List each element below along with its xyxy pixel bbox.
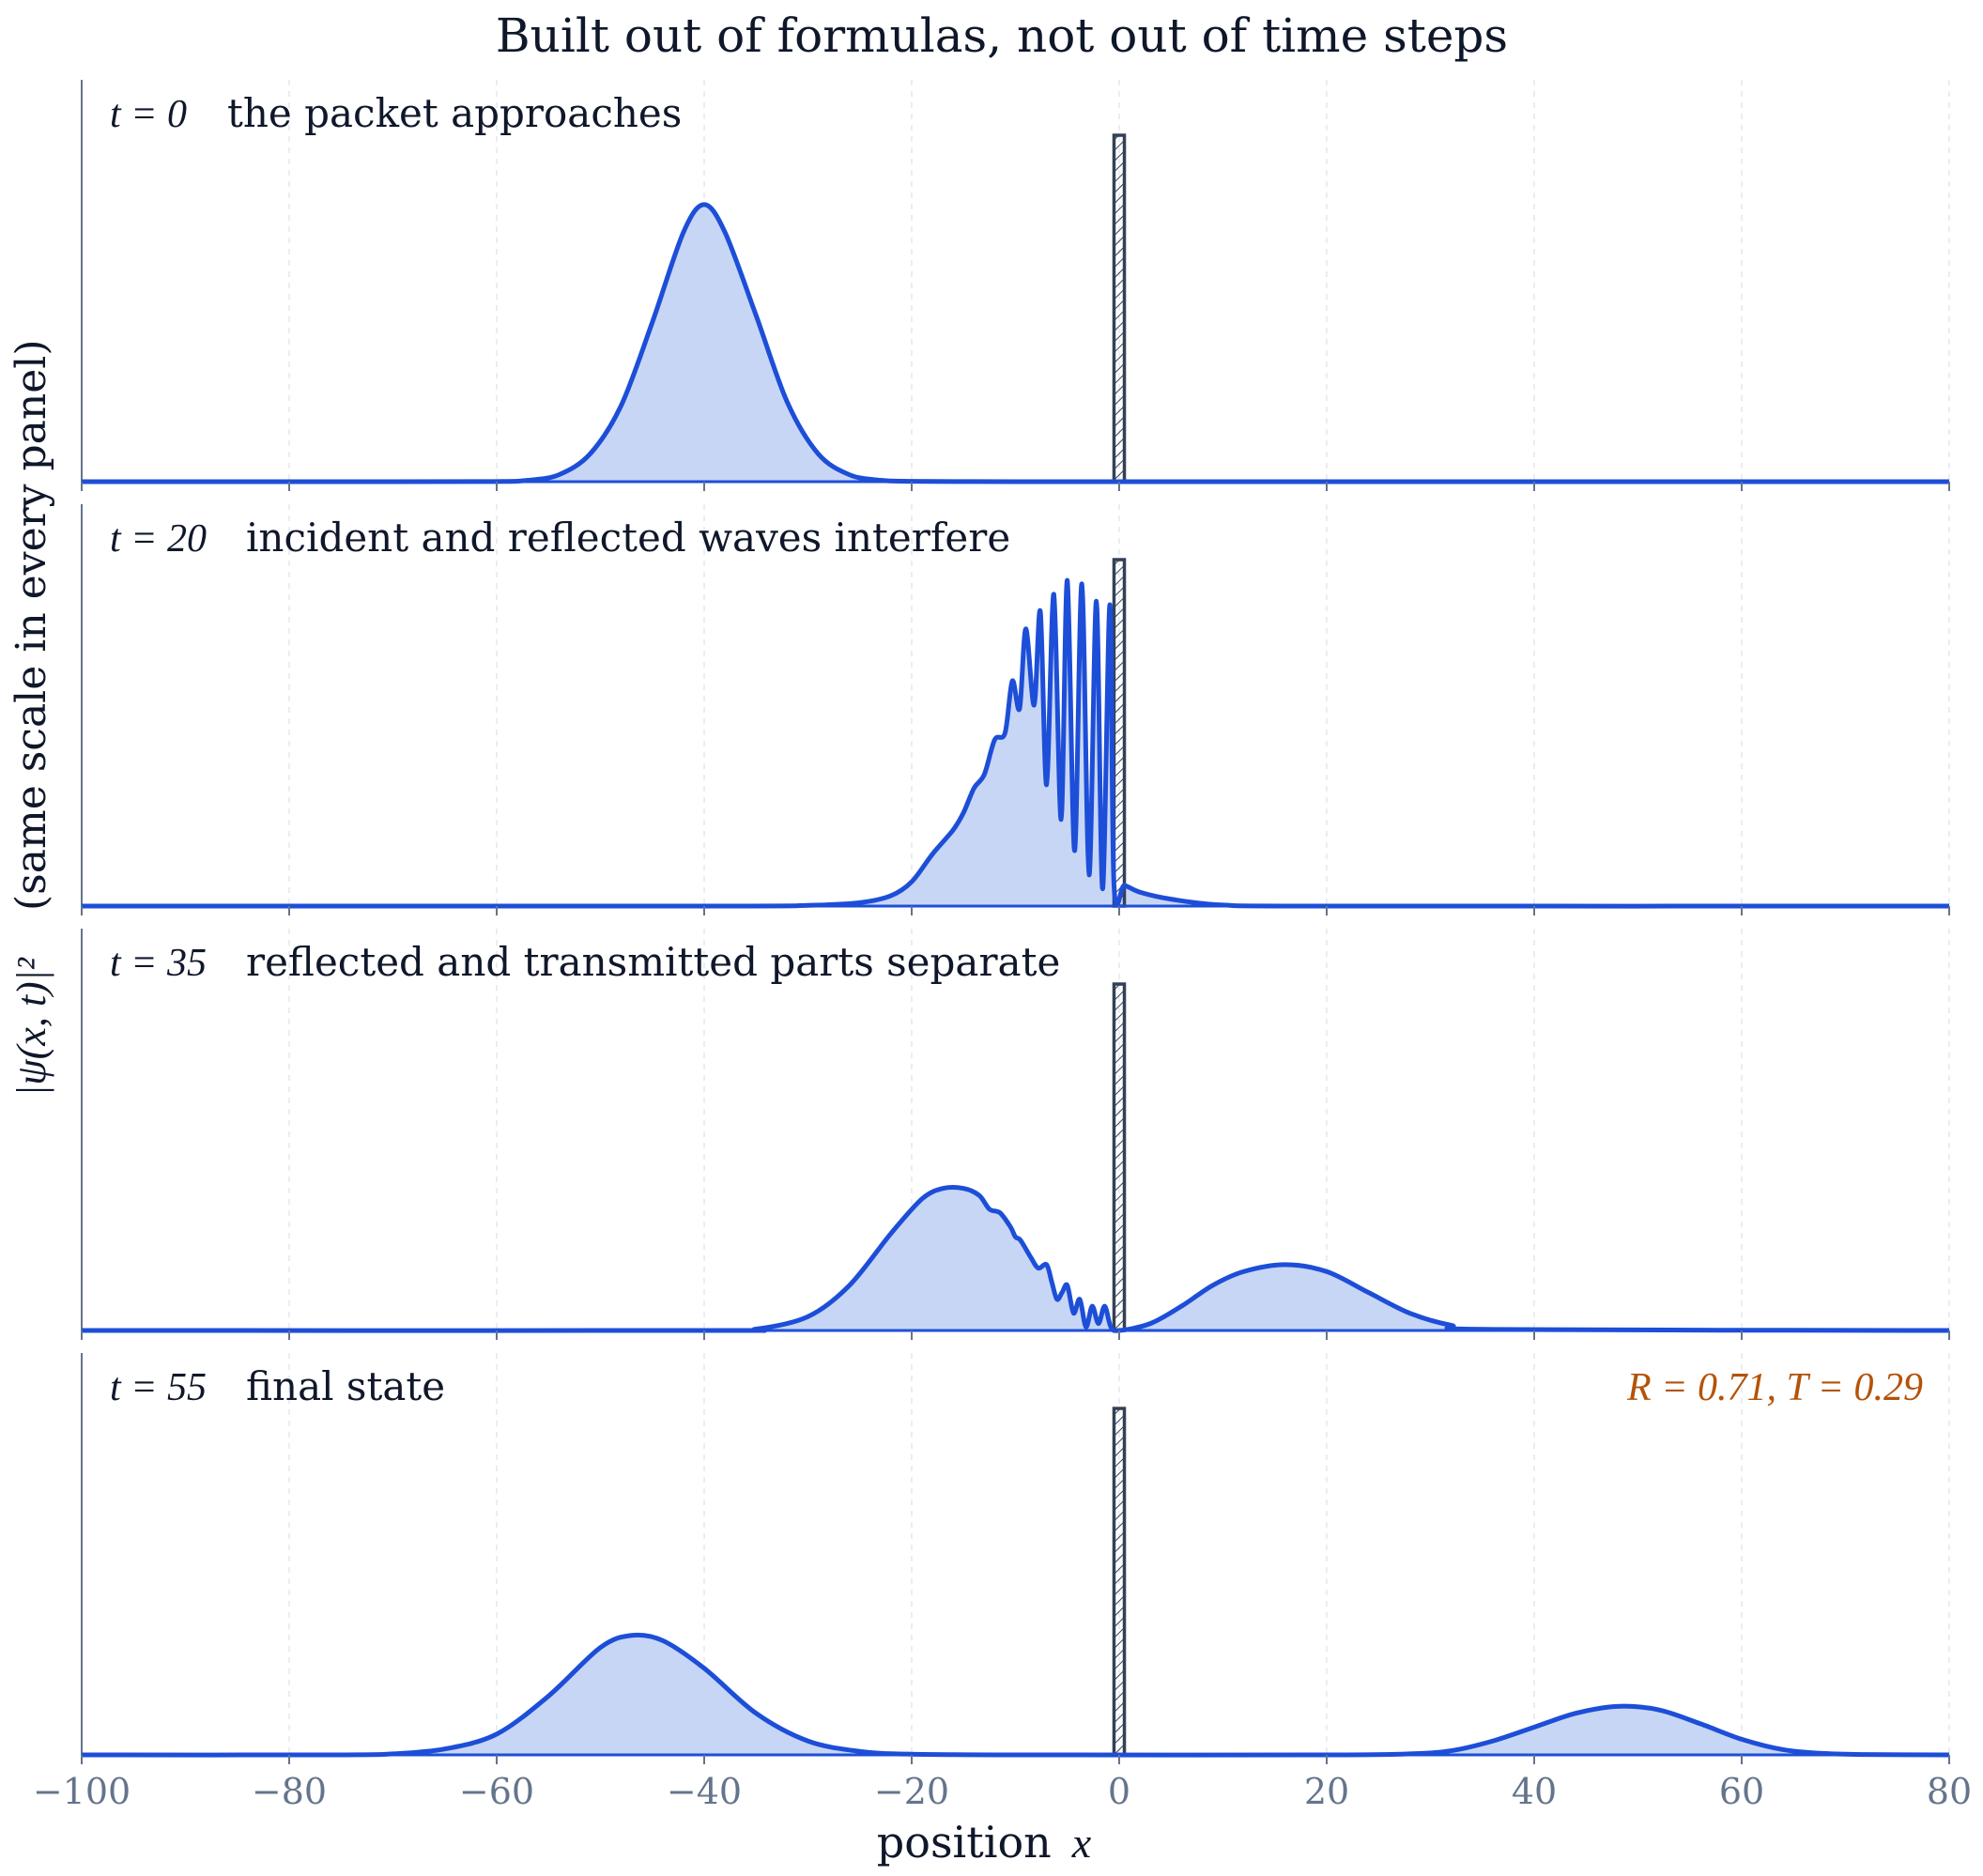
- panel-caption: final state: [246, 1363, 445, 1409]
- density-fill: [82, 580, 1949, 907]
- panel-caption: reflected and transmitted parts separate: [246, 939, 1060, 985]
- barrier: [1112, 558, 1127, 908]
- panel-3: t = 35 reflected and transmitted parts se…: [81, 929, 1950, 1340]
- x-tick-label: −20: [874, 1771, 949, 1812]
- panel-time-label: t = 35: [110, 942, 207, 985]
- density-fill: [82, 1187, 1949, 1331]
- x-axis-label-symbol: x: [1071, 1819, 1092, 1867]
- x-tick-label: 0: [1108, 1771, 1130, 1812]
- x-tick-label: 20: [1304, 1771, 1349, 1812]
- x-tick-label: 40: [1512, 1771, 1557, 1812]
- chart-title: Built out of formulas, not out of time s…: [496, 8, 1508, 63]
- density-fill: [82, 1635, 1949, 1756]
- y-axis-label: (same scale in every panel) |ψ(x, t)|²: [8, 339, 55, 1096]
- x-axis-label: position x: [877, 1817, 1092, 1868]
- panel-1: t = 0 the packet approaches: [81, 80, 1950, 491]
- x-tick-label: 60: [1719, 1771, 1764, 1812]
- barrier: [1112, 982, 1127, 1332]
- panel-2: t = 20 incident and reflected waves inter…: [81, 504, 1950, 915]
- density-fill: [82, 204, 1949, 483]
- rt-annotation: R = 0.71, T = 0.29: [1626, 1366, 1923, 1409]
- x-axis-label-text: position: [877, 1817, 1052, 1868]
- panel-caption: the packet approaches: [227, 90, 682, 136]
- x-tick-label: −100: [33, 1771, 131, 1812]
- density-line: [81, 202, 1949, 484]
- barrier: [1112, 1407, 1127, 1757]
- panel-caption: incident and reflected waves interfere: [246, 515, 1010, 561]
- x-tick-label: −40: [667, 1771, 742, 1812]
- panel-time-label: t = 55: [110, 1366, 207, 1409]
- panels: t = 0 the packet approaches t = 20 incident…: [81, 80, 1950, 1764]
- panel-time-label: t = 0: [110, 93, 187, 136]
- x-axis: −100 −80 −60 −40 −20 0 20 40 60 80: [33, 1771, 1972, 1812]
- x-tick-label: −60: [459, 1771, 534, 1812]
- panel-time-label: t = 20: [110, 517, 207, 561]
- y-axis-label-math: |ψ(x, t)|²: [8, 957, 54, 1097]
- x-tick-label: 80: [1927, 1771, 1972, 1812]
- panel-4: t = 55 final state R = 0.71, T = 0.29: [81, 1353, 1950, 1764]
- density-line: [81, 1185, 1950, 1333]
- y-axis-label-main: (same scale in every panel): [8, 339, 55, 911]
- density-line: [81, 577, 1950, 909]
- x-tick-label: −80: [252, 1771, 327, 1812]
- barrier: [1112, 133, 1127, 484]
